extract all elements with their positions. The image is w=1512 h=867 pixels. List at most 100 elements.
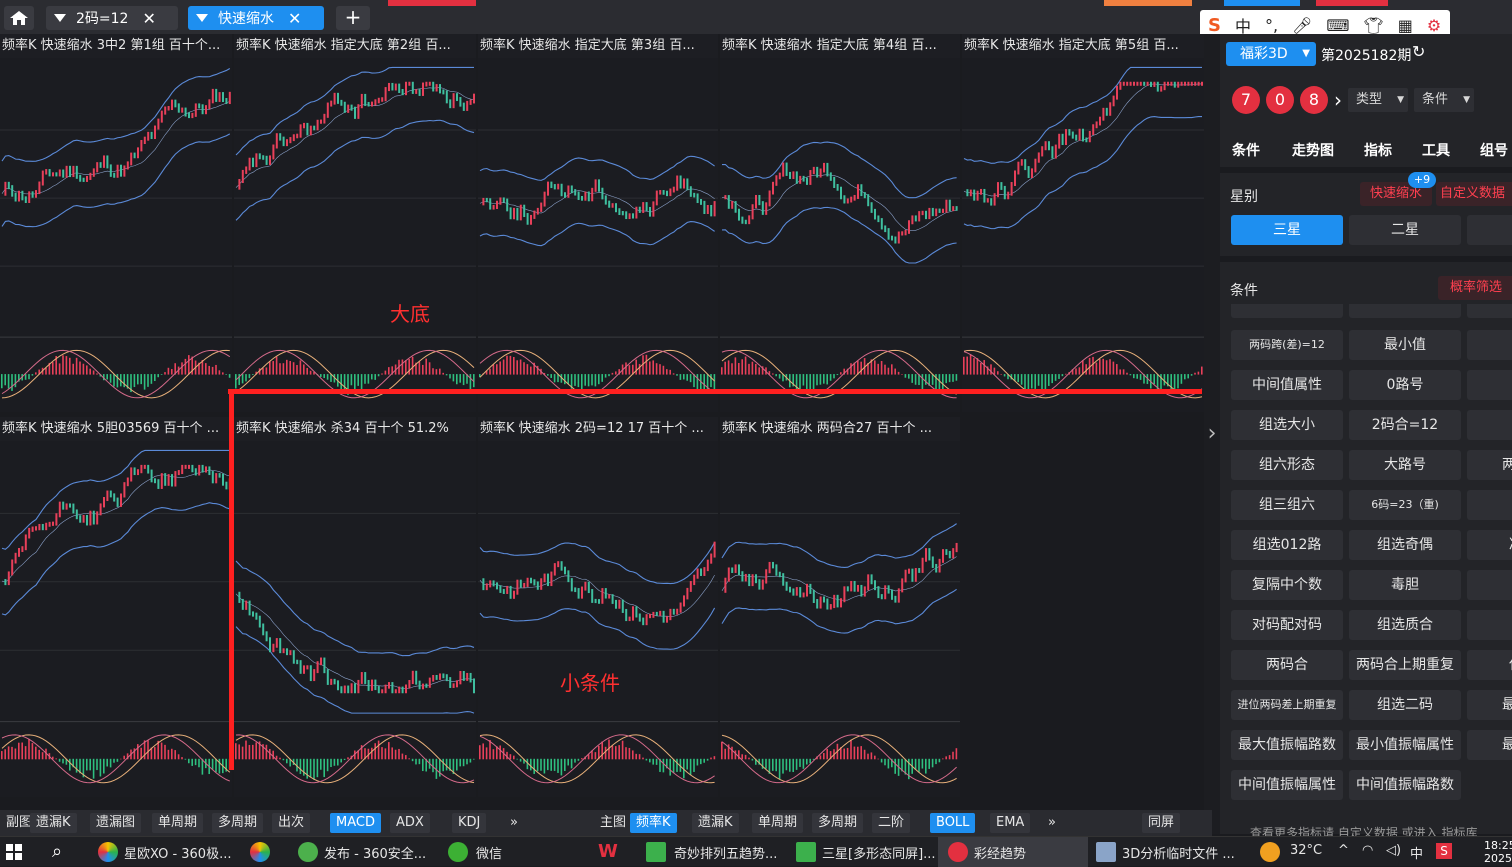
condition-button[interactable]: 冷温 [1467,530,1512,560]
indicator-button[interactable]: ADX [390,813,430,833]
condition-button[interactable] [1231,304,1343,318]
chevron-right-icon[interactable]: › [1334,88,1342,112]
condition-button[interactable]: 中间值振幅路数 [1349,770,1461,800]
condition-button[interactable]: 复隔中个数 [1231,570,1343,600]
indicator-button[interactable]: » [510,815,518,830]
add-tab-button[interactable]: + [336,6,370,30]
condition-button[interactable]: 最大值 [1467,690,1512,720]
tray-up-icon[interactable]: ^ [1338,843,1349,858]
chart-panel[interactable]: 频率K 快速缩水 指定大底 第2组 百... [234,34,476,412]
menu-group[interactable]: 组号 [1480,143,1508,159]
chart-panel[interactable]: 频率K 快速缩水 2码=12 17 百十个 ... [478,417,718,797]
indicator-button[interactable]: 遗漏图 [90,813,142,833]
tab-fast-shrink[interactable]: 快速缩水 ✕ [188,6,324,30]
clock[interactable]: 18:25 2025... [1484,839,1512,865]
type-select[interactable]: 类型 ▼ [1348,88,1408,112]
toolbox-icon[interactable]: ⚙︎ [1426,15,1442,35]
taskbar-item[interactable]: 发布 - 360安全... [324,847,427,862]
condition-button[interactable]: 对 [1467,610,1512,640]
indicator-button[interactable]: MACD [330,813,381,833]
menu-indicator[interactable]: 指标 [1364,143,1392,159]
network-icon[interactable]: ◠ [1362,843,1374,858]
condition-button[interactable]: 跨 [1467,490,1512,520]
punct-icon[interactable]: °, [1264,15,1279,35]
condition-button[interactable]: 组三组六 [1231,490,1343,520]
sogou-icon[interactable]: S [1208,14,1221,36]
windows-start-icon[interactable] [6,844,22,860]
condition-button[interactable]: 最小值振幅属性 [1349,730,1461,760]
keyboard-icon[interactable]: ⌨︎ [1326,15,1350,35]
menu-trend[interactable]: 走势图 [1292,143,1334,159]
condition-button[interactable]: 最大值振幅路数 [1231,730,1343,760]
indicator-button[interactable]: KDJ [452,813,487,833]
menu-condition[interactable]: 条件 [1232,143,1260,159]
condition-button[interactable]: 中间值振幅属性 [1231,770,1343,800]
indicator-button[interactable]: BOLL [930,813,976,833]
indicator-button[interactable]: 副图 [6,815,33,830]
condition-select[interactable]: 条件 ▼ [1414,88,1474,112]
condition-button[interactable]: 最小值 [1349,330,1461,360]
condition-button[interactable]: 任两 [1467,650,1512,680]
close-icon[interactable]: ✕ [288,8,302,28]
condition-button[interactable]: 1 [1467,570,1512,600]
refresh-icon[interactable]: ↻ [1412,42,1426,61]
indicator-button[interactable]: 遗漏K [692,813,739,833]
taskbar-item[interactable]: 奇妙排列五趋势... [674,847,778,862]
tab-2ma[interactable]: 2码=12 ✕ [46,6,178,30]
condition-button[interactable] [1349,304,1461,318]
condition-button[interactable]: 组六形态 [1231,450,1343,480]
lottery-select[interactable]: 福彩3D ▼ [1226,42,1316,66]
indicator-button[interactable]: 遗漏K [30,813,77,833]
indicator-button[interactable]: 二阶 [872,813,911,833]
condition-button[interactable]: 2码合=12 [1349,410,1461,440]
indicator-button[interactable]: 多周期 [812,813,864,833]
chart-panel[interactable]: 频率K 快速缩水 杀34 百十个 51.2% [234,417,476,797]
probability-filter-button[interactable]: 概率筛选 [1438,276,1512,300]
condition-button[interactable]: 组选奇偶 [1349,530,1461,560]
chart-panel[interactable]: 频率K 快速缩水 指定大底 第3组 百... [478,34,718,412]
taskbar-item[interactable]: 微信 [476,847,503,862]
condition-button[interactable]: 两码合 [1467,450,1512,480]
indicator-button[interactable]: » [1048,815,1056,830]
search-icon[interactable]: ⌕ [52,841,63,862]
mic-icon[interactable]: 🎤︎ [1292,15,1313,35]
condition-button[interactable]: 组选质合 [1349,610,1461,640]
condition-button[interactable]: 6码=23（重) [1349,490,1461,520]
lang-icon[interactable]: 中 [1234,17,1251,36]
grid-icon[interactable]: ▦ [1397,15,1413,35]
condition-button[interactable]: 两码合 [1231,650,1343,680]
condition-button[interactable]: 组选012路 [1231,530,1343,560]
indicator-button[interactable]: 同屏 [1142,813,1181,833]
skin-icon[interactable]: 👕︎ [1363,15,1384,35]
indicator-button[interactable]: 单周期 [752,813,804,833]
condition-button[interactable]: 最小值 [1467,730,1512,760]
indicator-button[interactable]: 频率K [630,813,677,833]
temperature[interactable]: 32°C [1290,843,1323,858]
indicator-button[interactable]: 出次 [272,813,311,833]
condition-button[interactable]: 进位两码差上期重复 [1231,690,1343,720]
volume-icon[interactable]: ◁) [1386,843,1402,858]
condition-button[interactable]: 小 [1467,330,1512,360]
chart-panel[interactable]: 频率K 快速缩水 指定大底 第5组 百... [962,34,1204,412]
close-icon[interactable]: ✕ [142,8,156,28]
condition-button[interactable]: 中 [1467,410,1512,440]
360-browser-icon[interactable] [250,842,270,862]
condition-button[interactable] [1467,304,1512,318]
indicator-button[interactable]: 单周期 [152,813,204,833]
menu-tools[interactable]: 工具 [1422,143,1450,159]
indicator-button[interactable]: 多周期 [212,813,264,833]
indicator-button[interactable]: EMA [990,813,1031,833]
collapse-sidebar-button[interactable]: › [1204,34,1220,834]
condition-button[interactable]: 中间值属性 [1231,370,1343,400]
taskbar-item[interactable]: 星欧XO - 360极... [124,847,232,862]
condition-button[interactable]: 组选大小 [1231,410,1343,440]
chart-panel[interactable]: 频率K 快速缩水 两码合27 百十个 ... [720,417,960,797]
ime-lang[interactable]: 中 [1410,847,1424,862]
indicator-button[interactable]: 主图 [600,815,627,830]
wps-icon[interactable]: W [598,841,618,862]
condition-button[interactable]: 大路号 [1349,450,1461,480]
taskbar-item-active[interactable]: 彩经趋势 [938,837,1088,867]
star-tab-more[interactable] [1467,215,1512,245]
condition-button[interactable]: 组选二码 [1349,690,1461,720]
chart-panel[interactable]: 频率K 快速缩水 指定大底 第4组 百... [720,34,960,412]
